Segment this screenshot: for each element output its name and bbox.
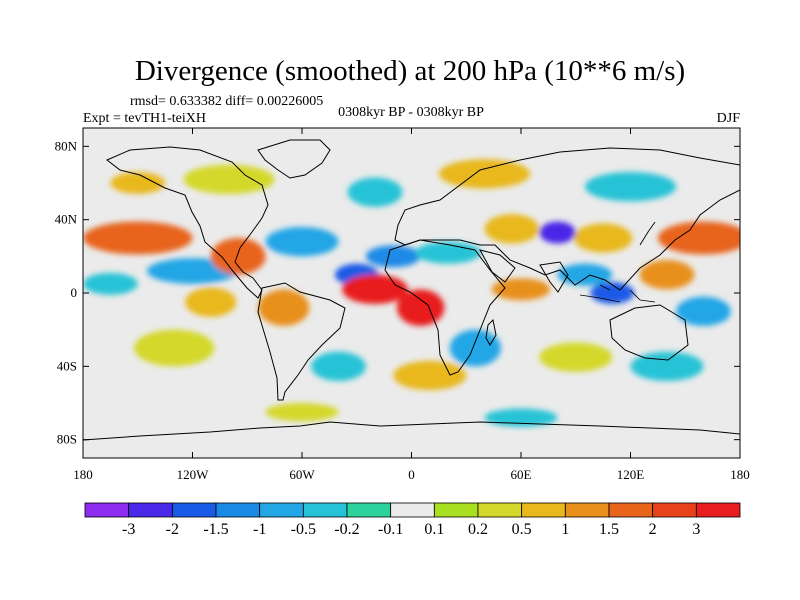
colorbar-label-12: 2 — [649, 521, 657, 538]
colorbar-label-1: -2 — [166, 521, 179, 538]
x-tick-label-0: 180 — [73, 467, 93, 482]
contour-blob-27 — [183, 164, 275, 194]
x-tick-label-2: 60W — [289, 467, 315, 482]
colorbar-label-7: 0.1 — [424, 521, 444, 538]
contour-blob-16 — [657, 221, 740, 255]
colorbar-box-2 — [171, 502, 217, 518]
contour-blob-3 — [210, 238, 266, 275]
contour-blob-30 — [584, 172, 677, 202]
x-tick-label-4: 60E — [511, 467, 532, 482]
contour-blob-24 — [393, 360, 467, 391]
period-label: 0308kyr BP - 0308kyr BP — [338, 105, 484, 120]
x-axis-labels: 180 120W 60W 0 60E 120E 180 — [73, 467, 750, 482]
colorbar-box-0 — [84, 502, 130, 518]
chart-title: Divergence (smoothed) at 200 hPa (10**6 … — [135, 55, 685, 87]
colorbar-label-13: 3 — [692, 521, 700, 538]
stats-text: rmsd= 0.633382 diff= 0.00226005 — [130, 94, 323, 109]
colorbar-box-10 — [521, 502, 566, 518]
coast-north-america — [106, 146, 269, 299]
colorbar-box-6 — [346, 502, 392, 518]
contour-blob-5 — [185, 287, 237, 317]
y-tick-label-1: 40N — [55, 212, 78, 227]
contour-blob-15 — [573, 223, 633, 253]
x-axis-ticks — [82, 128, 741, 458]
coast-japan — [639, 221, 656, 246]
y-tick-label-4: 80S — [57, 432, 77, 447]
contour-blob-0 — [83, 221, 193, 255]
colorbar-box-7 — [390, 502, 435, 518]
y-tick-label-3: 40S — [57, 358, 77, 373]
contour-blob-11 — [415, 241, 481, 264]
colorbar — [84, 502, 741, 518]
contour-field — [83, 159, 740, 427]
y-axis-labels: 80N 40N 0 40S 80S — [55, 138, 78, 446]
contour-blob-13 — [484, 214, 540, 244]
colorbar-label-3: -1 — [253, 521, 266, 538]
colorbar-box-13 — [652, 502, 697, 518]
colorbar-box-3 — [215, 502, 261, 518]
contour-blob-12 — [449, 329, 501, 367]
contour-blob-4 — [265, 227, 339, 257]
colorbar-label-9: 0.5 — [512, 521, 532, 538]
contour-blob-23 — [311, 351, 366, 382]
experiment-label: Expt = tevTH1-teiXH — [83, 111, 206, 126]
coast-europe-asia — [394, 147, 740, 291]
colorbar-label-6: -0.1 — [378, 521, 403, 538]
x-tick-label-3: 0 — [408, 467, 415, 482]
contour-blob-14 — [539, 221, 576, 244]
contour-blob-26 — [630, 351, 704, 382]
contour-blob-9 — [342, 274, 408, 305]
colorbar-box-14 — [695, 502, 741, 518]
contour-blob-31 — [110, 172, 166, 194]
contour-blob-25 — [539, 342, 613, 372]
colorbar-label-11: 1.5 — [599, 521, 619, 538]
x-tick-label-1: 120W — [177, 467, 210, 482]
contour-blob-22 — [134, 329, 215, 367]
contour-blob-32 — [265, 403, 339, 422]
colorbar-box-4 — [259, 502, 304, 518]
colorbar-box-11 — [564, 502, 610, 518]
coast-madagascar — [485, 318, 497, 346]
contour-blob-2 — [83, 272, 138, 295]
colorbar-label-4: -0.5 — [291, 521, 316, 538]
colorbar-label-10: 1 — [561, 521, 569, 538]
season-label: DJF — [717, 111, 741, 126]
coast-greenland — [257, 139, 331, 179]
contour-blob-21 — [676, 296, 731, 327]
coastlines — [83, 139, 740, 441]
y-tick-label-2: 0 — [71, 285, 78, 300]
coast-south-america — [257, 282, 346, 401]
contour-blob-8 — [365, 245, 421, 268]
colorbar-box-5 — [302, 502, 348, 518]
coast-africa — [384, 239, 506, 376]
contour-blob-6 — [258, 289, 310, 326]
y-tick-label-0: 80N — [55, 138, 78, 153]
y-axis-ticks — [83, 145, 740, 441]
contour-blob-28 — [347, 177, 403, 207]
coast-arabia — [479, 249, 516, 283]
colorbar-label-8: 0.2 — [468, 521, 488, 538]
colorbar-label-2: -1.5 — [203, 521, 228, 538]
colorbar-label-0: -3 — [122, 521, 135, 538]
colorbar-box-12 — [608, 502, 654, 518]
colorbar-labels: -3 -2 -1.5 -1 -0.5 -0.2 -0.1 0.1 0.2 0.5 1 1.5 2 3 — [122, 521, 700, 538]
colorbar-box-1 — [128, 502, 173, 518]
contour-blob-18 — [557, 263, 613, 286]
contour-blob-33 — [484, 408, 558, 427]
coast-australia — [609, 304, 689, 361]
coast-indonesia — [579, 284, 656, 303]
coast-india — [539, 261, 569, 293]
contour-blob-17 — [491, 278, 551, 301]
contour-blob-20 — [639, 260, 695, 290]
colorbar-box-9 — [477, 502, 523, 518]
colorbar-box-8 — [433, 502, 479, 518]
x-tick-label-5: 120E — [617, 467, 645, 482]
colorbar-label-5: -0.2 — [334, 521, 359, 538]
contour-blob-29 — [438, 159, 531, 189]
contour-blob-10 — [396, 289, 445, 326]
coast-antarctica — [83, 421, 740, 441]
x-tick-label-6: 180 — [730, 467, 750, 482]
